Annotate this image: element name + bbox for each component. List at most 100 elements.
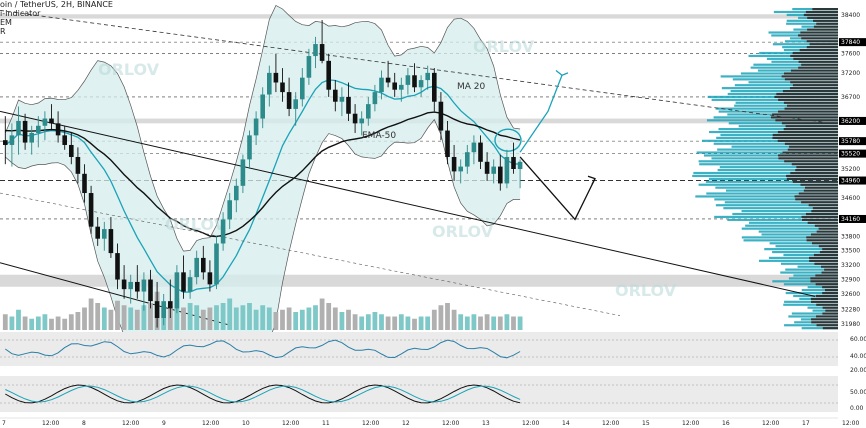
candle-body bbox=[458, 166, 463, 172]
candle-body bbox=[326, 60, 331, 90]
candle-body bbox=[491, 166, 496, 174]
time-label: 12:00 bbox=[682, 420, 699, 427]
indicator-name-3: R bbox=[0, 27, 6, 36]
time-label: 16 bbox=[722, 420, 730, 427]
volume-bar bbox=[134, 309, 140, 330]
time-axis[interactable]: 7 12:00 8 12:00 9 12:00 10 12:00 11 12:00 12 12:00 1… bbox=[0, 417, 859, 427]
profile-bar-core bbox=[795, 198, 838, 201]
volume-bar bbox=[29, 318, 35, 330]
time-label: 7 bbox=[2, 420, 6, 427]
candle-body bbox=[75, 156, 81, 174]
volume-bar bbox=[405, 316, 411, 330]
profile-bar bbox=[812, 309, 838, 312]
profile-bar bbox=[726, 189, 838, 192]
price-axis-bg bbox=[838, 0, 866, 330]
volume-bar bbox=[214, 305, 219, 330]
time-label: 8 bbox=[82, 420, 86, 427]
rsi-line bbox=[5, 339, 521, 359]
candle-body bbox=[247, 135, 252, 160]
candle-body bbox=[352, 113, 358, 124]
profile-bar-core bbox=[821, 271, 838, 274]
profile-bar-core bbox=[819, 250, 838, 254]
profile-bar-core bbox=[818, 245, 838, 248]
profile-bar-core bbox=[777, 139, 838, 142]
profile-bar bbox=[745, 224, 838, 227]
profile-bar-core bbox=[815, 283, 838, 286]
stoch-d-line bbox=[5, 385, 521, 403]
profile-bar-core bbox=[783, 101, 838, 104]
profile-bar-core bbox=[822, 286, 838, 289]
profile-bar bbox=[717, 169, 838, 172]
profile-bar-core bbox=[822, 312, 838, 315]
candle-body bbox=[82, 173, 87, 194]
volume-bar bbox=[187, 303, 193, 330]
candle-body bbox=[478, 142, 483, 162]
profile-bar bbox=[780, 262, 838, 265]
band-upper bbox=[4, 5, 521, 252]
candle-body bbox=[128, 281, 133, 290]
candle-body bbox=[451, 156, 457, 172]
price-tag bbox=[839, 176, 866, 185]
profile-bar-core bbox=[792, 51, 838, 55]
candle-body bbox=[313, 44, 318, 57]
profile-bar-core bbox=[772, 133, 838, 137]
profile-bar bbox=[718, 128, 838, 131]
volume-bar bbox=[504, 314, 510, 330]
profile-bar bbox=[772, 280, 838, 283]
candle-body bbox=[154, 301, 160, 318]
volume-bar bbox=[517, 316, 523, 330]
profile-bar-core bbox=[791, 163, 838, 166]
profile-bar-core bbox=[778, 154, 838, 157]
profile-bar-core bbox=[803, 13, 838, 17]
profile-bar bbox=[785, 268, 838, 271]
profile-bar-core bbox=[778, 98, 838, 101]
profile-bar-core bbox=[778, 157, 838, 160]
volume-bar bbox=[101, 307, 107, 330]
volume-bar bbox=[313, 305, 318, 330]
price-label: 34600 bbox=[841, 195, 860, 202]
candle-body bbox=[234, 185, 239, 201]
price-label: 32900 bbox=[841, 277, 860, 284]
time-label: 12:00 bbox=[282, 420, 299, 427]
price-tag bbox=[839, 137, 866, 146]
price-label: 33800 bbox=[841, 233, 860, 240]
volume-bar bbox=[359, 316, 365, 330]
time-label: 13 bbox=[482, 420, 490, 427]
profile-bar bbox=[707, 95, 838, 99]
watermark-text: ORLOV bbox=[615, 281, 677, 300]
profile-bar bbox=[714, 198, 838, 201]
candle-body bbox=[161, 301, 166, 318]
volume-bar bbox=[491, 316, 497, 330]
profile-bar-core bbox=[804, 186, 838, 189]
time-label: 12 bbox=[402, 420, 410, 427]
candle-body bbox=[220, 219, 226, 244]
time-label: 12:00 bbox=[842, 420, 859, 427]
candle-body bbox=[168, 301, 173, 309]
candle-body bbox=[333, 89, 338, 102]
price-label: 34960 bbox=[841, 178, 860, 185]
price-label: 31980 bbox=[841, 321, 860, 328]
profile-bar bbox=[719, 166, 838, 169]
volume-bar bbox=[181, 307, 186, 330]
candle-body bbox=[273, 72, 279, 83]
volume-bar bbox=[253, 309, 259, 330]
candle-body bbox=[306, 56, 312, 78]
profile-bar-core bbox=[772, 113, 838, 116]
candle-body bbox=[135, 281, 140, 292]
candlesticks[interactable] bbox=[3, 20, 523, 328]
candle-body bbox=[187, 277, 193, 292]
candle-body bbox=[346, 96, 351, 114]
volume-bar bbox=[266, 307, 272, 330]
price-axis[interactable]: 38400 37840 37600 37200 36700 36200 35780 35520… bbox=[838, 0, 866, 412]
profile-bar bbox=[772, 250, 838, 254]
profile-bar-core bbox=[782, 151, 838, 154]
profile-bar bbox=[699, 163, 838, 166]
profile-bar-core bbox=[806, 40, 838, 43]
candle-body bbox=[392, 82, 397, 90]
candle-body bbox=[42, 118, 48, 126]
candle-body bbox=[399, 84, 404, 90]
volume-bar bbox=[207, 307, 213, 330]
volume-bar bbox=[9, 316, 15, 330]
watermark-text: ORLOV bbox=[98, 60, 160, 79]
